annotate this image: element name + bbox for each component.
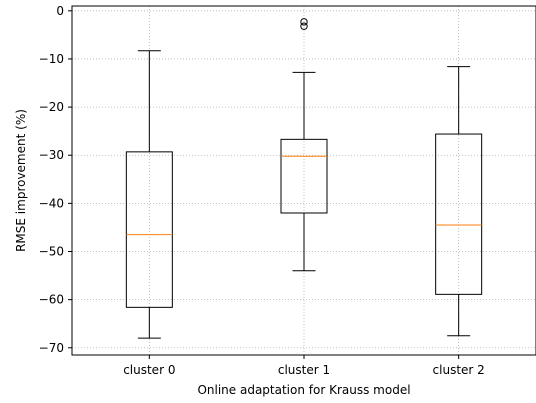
outlier-point (300, 18, 308, 26)
x-tick-label: cluster 0 (123, 363, 175, 377)
iqr-box (280, 138, 328, 214)
y-tick-label: 0 (56, 4, 64, 18)
y-tick-label: −20 (39, 100, 64, 114)
y-axis-label: RMSE improvement (%) (14, 109, 28, 252)
y-tick-label: −10 (39, 52, 64, 66)
y-tick-label: −50 (39, 245, 64, 259)
x-axis-label: Online adaptation for Krauss model (197, 383, 410, 397)
x-tick-label: cluster 2 (433, 363, 485, 377)
plot-frame (71, 5, 536, 356)
box-2 (435, 66, 483, 337)
iqr-box (435, 133, 483, 295)
box-1 (280, 18, 328, 272)
y-tick-label: −60 (39, 293, 64, 307)
iqr-box (125, 151, 173, 308)
y-tick-label: −70 (39, 341, 64, 355)
x-tick-label: cluster 1 (278, 363, 330, 377)
box-layer (125, 18, 483, 339)
y-tick-label: −40 (39, 196, 64, 210)
box-0 (125, 50, 173, 339)
tick-layer: 0 −10 −20 −30 −40 −50 −60 −70 cluster 0 cluster 1… (39, 4, 485, 377)
y-tick-label: −30 (39, 148, 64, 162)
grid-layer (72, 6, 536, 355)
outlier-point (300, 22, 308, 30)
